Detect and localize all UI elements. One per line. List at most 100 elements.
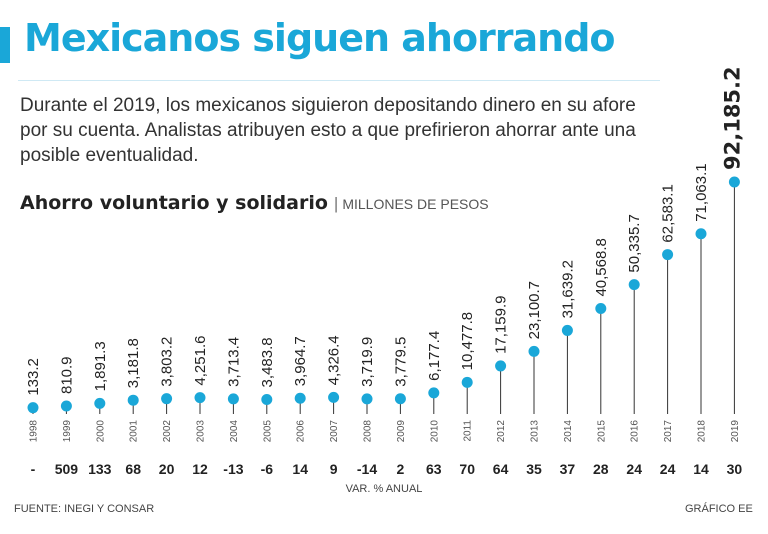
value-label: 10,477.8: [459, 312, 476, 370]
value-label: 62,583.1: [660, 184, 677, 242]
data-point: [94, 397, 106, 409]
year-tick-label: 2006: [296, 420, 307, 443]
year-tick-label: 2017: [663, 420, 674, 443]
data-point: [461, 376, 473, 388]
title-accent-bar: [0, 27, 10, 63]
value-label: 3,181.8: [125, 338, 142, 388]
variation-label: 35: [526, 461, 542, 477]
year-tick-label: 2012: [496, 420, 507, 443]
year-tick-label: 2005: [262, 420, 273, 443]
variation-label: 2: [397, 461, 405, 477]
year-tick-label: 2013: [530, 420, 541, 443]
variation-axis-title: VAR. % ANUAL: [346, 483, 423, 495]
value-label: 40,568.8: [593, 238, 610, 296]
year-tick-label: 2015: [596, 420, 607, 443]
data-point: [127, 394, 139, 406]
data-point: [361, 393, 373, 405]
value-label: 3,779.5: [392, 337, 409, 387]
chart-unit-label: MILLONES DE PESOS: [342, 196, 489, 212]
page-title: Mexicanos siguen ahorrando: [24, 16, 616, 60]
year-tick-label: 2019: [730, 420, 741, 443]
value-label: 50,335.7: [626, 214, 643, 272]
value-label: 4,251.6: [192, 336, 209, 386]
data-point: [27, 402, 39, 414]
data-point: [528, 345, 540, 357]
data-point: [194, 392, 206, 404]
data-point: [662, 249, 674, 261]
value-label: 6,177.4: [426, 331, 443, 381]
year-tick-label: 2018: [697, 420, 708, 443]
data-point: [695, 228, 707, 240]
data-point: [428, 387, 440, 399]
variation-label: 37: [560, 461, 576, 477]
year-tick-label: 2011: [463, 420, 474, 442]
value-label: 3,964.7: [292, 336, 309, 386]
year-tick-label: 1999: [62, 420, 73, 443]
data-point: [161, 393, 173, 405]
year-tick-label: 2010: [429, 420, 440, 443]
year-tick-label: 2002: [162, 420, 173, 443]
chart-title-separator: |: [333, 194, 339, 213]
variation-label: 14: [693, 461, 709, 477]
value-label: 3,713.4: [225, 337, 242, 387]
year-tick-label: 2014: [563, 420, 574, 443]
variation-label: 24: [660, 461, 676, 477]
variation-label: -: [31, 461, 36, 477]
data-point: [60, 400, 72, 412]
variation-label: 12: [192, 461, 208, 477]
data-point: [728, 176, 740, 188]
value-label: 23,100.7: [526, 281, 543, 339]
data-point: [328, 391, 340, 403]
value-label: 4,326.4: [326, 335, 343, 385]
year-tick-label: 2016: [630, 420, 641, 443]
year-tick-label: 2000: [95, 420, 106, 443]
chart-title: Ahorro voluntario y solidario: [20, 192, 328, 214]
data-point: [227, 393, 239, 405]
year-tick-label: 2008: [363, 420, 374, 443]
variation-label: 68: [125, 461, 141, 477]
variation-label: 70: [459, 461, 475, 477]
year-tick-label: 2001: [129, 420, 140, 443]
value-label: 92,185.2: [720, 66, 744, 170]
value-label: 71,063.1: [693, 163, 710, 221]
data-point: [261, 393, 273, 405]
value-label: 810.9: [58, 356, 75, 394]
data-point: [561, 324, 573, 336]
data-point: [495, 360, 507, 372]
value-label: 3,803.2: [159, 337, 176, 387]
variation-label: 63: [426, 461, 442, 477]
variation-label: 509: [55, 461, 79, 477]
variation-label: -6: [261, 461, 274, 477]
chart-header: Ahorro voluntario y solidario | MILLONES D…: [20, 192, 489, 214]
variation-label: -14: [357, 461, 377, 477]
variation-label: -13: [223, 461, 243, 477]
data-point: [394, 393, 406, 405]
title-divider: [18, 80, 660, 81]
year-tick-label: 2003: [196, 420, 207, 443]
data-point: [294, 392, 306, 404]
variation-label: 30: [727, 461, 743, 477]
variation-label: 64: [493, 461, 509, 477]
year-tick-label: 2007: [329, 420, 340, 443]
value-label: 31,639.2: [559, 260, 576, 318]
credit-note: GRÁFICO EE: [685, 503, 753, 515]
variation-label: 14: [292, 461, 308, 477]
variation-label: 20: [159, 461, 175, 477]
year-tick-label: 1998: [29, 420, 40, 443]
variation-label: 28: [593, 461, 609, 477]
year-tick-label: 2009: [396, 420, 407, 443]
value-label: 17,159.9: [493, 296, 510, 354]
source-note: FUENTE: INEGI Y CONSAR: [14, 503, 155, 515]
variation-label: 133: [88, 461, 112, 477]
value-label: 3,719.9: [359, 337, 376, 387]
page-subtitle: Durante el 2019, los mexicanos siguieron…: [20, 95, 636, 166]
data-point: [628, 279, 640, 291]
value-label: 133.2: [25, 358, 42, 396]
year-tick-label: 2004: [229, 420, 240, 443]
data-point: [595, 303, 607, 315]
value-label: 1,891.3: [92, 341, 109, 391]
variation-label: 9: [330, 461, 338, 477]
variation-label: 24: [626, 461, 642, 477]
value-label: 3,483.8: [259, 337, 276, 387]
